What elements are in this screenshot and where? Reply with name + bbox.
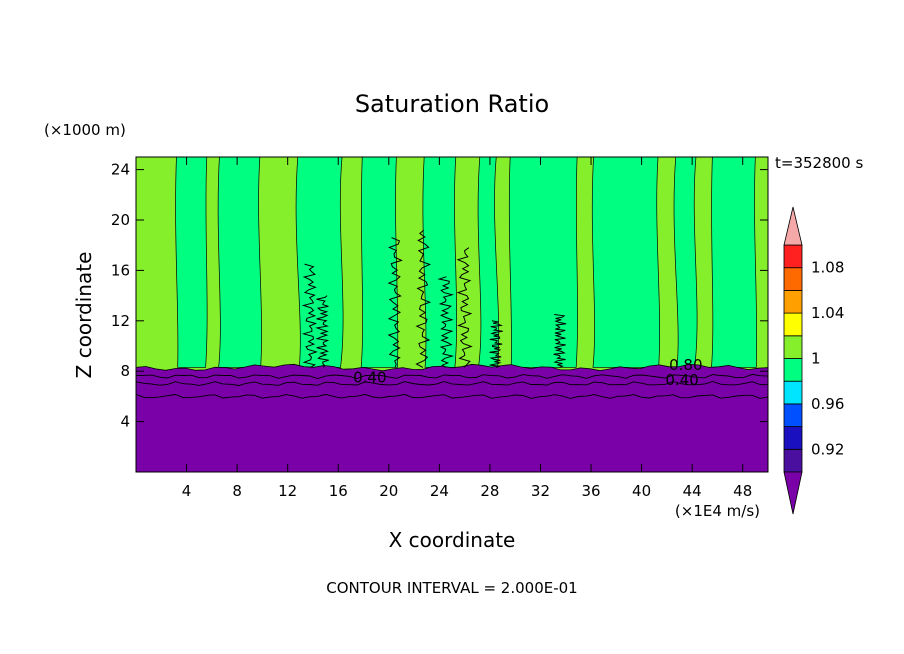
x-tick-label: 4 (182, 482, 192, 500)
colorbar-segment (783, 244, 803, 269)
chart-title: Saturation Ratio (355, 90, 549, 118)
colorbar-segment (783, 267, 803, 291)
x-tick-label: 44 (683, 482, 702, 500)
colorbar-segment (783, 426, 803, 450)
turbulent-contour (553, 314, 567, 368)
colorbar-segment (783, 448, 803, 473)
colorbar-tick-label: 0.92 (811, 440, 844, 458)
x-unit-label: (×1E4 m/s) (675, 502, 760, 520)
x-tick-label: 36 (581, 482, 600, 500)
y-axis-ticks: 4 8 12 16 20 24 (111, 161, 768, 431)
stable-layer-contour (135, 393, 769, 399)
x-tick-label: 16 (329, 482, 348, 500)
time-label: t=352800 s (775, 154, 863, 172)
contour-labels: 0.400.800.40 (353, 356, 702, 389)
x-axis-title: X coordinate (389, 528, 516, 552)
x-axis-ticks: 4 8 12 16 20 24 28 32 36 40 44 48 (182, 157, 752, 500)
colorbar-tick-label: 1.04 (811, 304, 844, 322)
colorbar-segment (783, 403, 803, 427)
y-axis-title: Z coordinate (72, 252, 96, 379)
turbulent-contour (301, 263, 318, 368)
x-tick-label: 20 (379, 482, 398, 500)
stable-layer-region (135, 363, 769, 473)
turbulent-contour (315, 295, 330, 368)
x-tick-label: 8 (232, 482, 242, 500)
saturated-column (175, 156, 208, 368)
saturated-column (422, 156, 458, 368)
contour-interval-note: CONTOUR INTERVAL = 2.000E-01 (326, 579, 577, 597)
saturated-column (508, 156, 578, 368)
saturated-column (711, 156, 758, 368)
turbulent-contour (456, 247, 473, 368)
y-tick-label: 4 (120, 413, 130, 431)
colorbar-tick-label: 0.96 (811, 395, 844, 413)
contour-label: 0.40 (353, 369, 386, 387)
plot-frame (135, 156, 769, 473)
x-tick-label: 32 (531, 482, 550, 500)
x-tick-label: 48 (733, 482, 752, 500)
y-tick-label: 12 (111, 312, 130, 330)
colorbar-segment (783, 335, 803, 359)
x-tick-label: 40 (632, 482, 651, 500)
saturated-column (360, 156, 399, 368)
colorbar-tick-label: 1 (811, 350, 821, 368)
saturated-column (217, 156, 262, 368)
contour-lines (135, 229, 769, 399)
colorbar-over-triangle (783, 206, 803, 246)
colorbar-segment (783, 358, 803, 382)
saturated-column (591, 156, 660, 368)
colorbar-segment (783, 289, 803, 314)
x-tick-label: 28 (480, 482, 499, 500)
contour-label: 0.80 (669, 356, 702, 374)
turbulent-contour (489, 320, 504, 368)
colorbar-segment (783, 312, 803, 337)
y-tick-label: 24 (111, 161, 130, 179)
x-tick-label: 12 (278, 482, 297, 500)
y-tick-label: 16 (111, 261, 130, 279)
stable-layer-contour (135, 381, 769, 386)
y-tick-label: 8 (120, 362, 130, 380)
turbulent-contour (415, 229, 432, 368)
contour-label: 0.40 (665, 371, 698, 389)
plot-area (135, 156, 769, 473)
y-tick-label: 20 (111, 211, 130, 229)
turbulent-contour (437, 276, 455, 368)
colorbar-under-triangle (783, 471, 803, 515)
turbulent-contour (387, 237, 403, 368)
y-unit-label: (×1000 m) (44, 121, 126, 139)
x-tick-label: 24 (430, 482, 449, 500)
colorbar-tick-label: 1.08 (811, 259, 844, 277)
saturated-column (295, 156, 344, 368)
stable-layer-contour (135, 373, 769, 379)
colorbar: 1.08 1.04 1 0.96 0.92 (783, 206, 844, 515)
colorbar-segment (783, 380, 803, 405)
